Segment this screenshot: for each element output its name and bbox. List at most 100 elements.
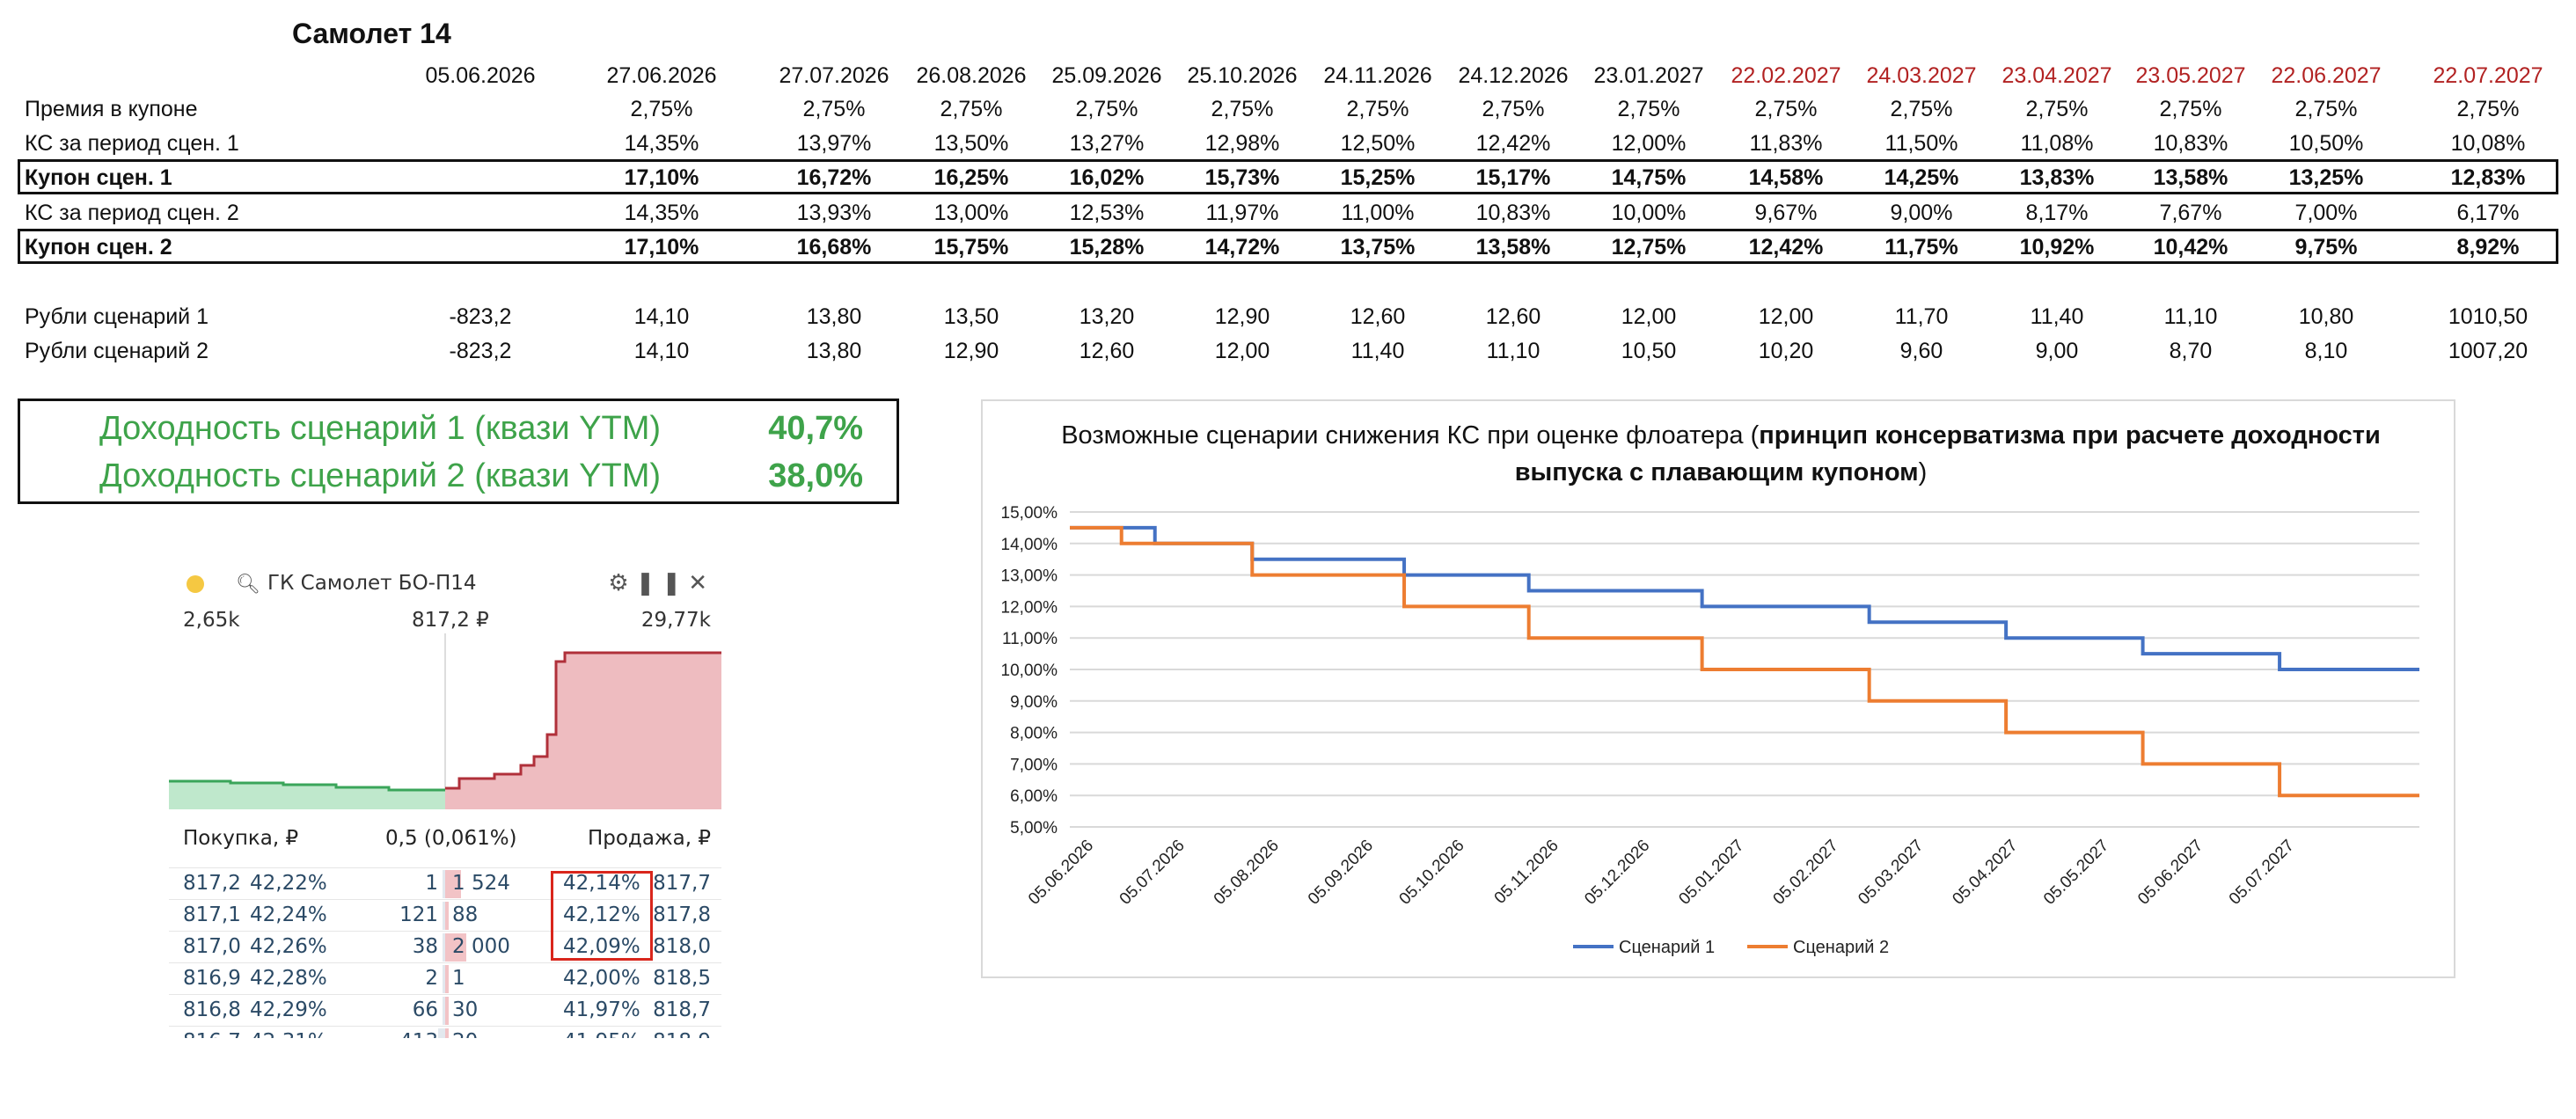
table-cell: 14,75%: [1611, 165, 1687, 190]
bid-header: Покупка, ₽: [183, 827, 299, 850]
table-cell: 15,75%: [933, 235, 1009, 260]
date-header: 25.09.2026: [1051, 63, 1162, 88]
table-cell: 12,42%: [1748, 235, 1824, 260]
coupon-s1-row: Купон сцен. 1 17,10% 16,72% 16,25% 16,02% 15,…: [0, 162, 2576, 194]
bid-qty-bar: [443, 965, 445, 993]
table-cell: 14,35%: [624, 131, 699, 156]
row-label: КС за период сцен. 1: [25, 131, 239, 156]
table-cell: 12,00: [1621, 304, 1677, 329]
table-cell: 8,92%: [2456, 235, 2520, 260]
bid-qty: 1: [425, 872, 438, 895]
table-cell: 2,75%: [1754, 97, 1818, 121]
close-icon[interactable]: ✕: [688, 570, 714, 596]
ask-qty-bar: [445, 1028, 449, 1038]
bid-price: 816,9: [183, 967, 241, 990]
table-cell: 13,00%: [933, 201, 1009, 225]
dates-row: 05.06.2026 27.06.2026 27.07.2026 26.08.2026…: [0, 60, 2576, 91]
table-cell: 16,02%: [1069, 165, 1145, 190]
highlight-box: [551, 871, 653, 961]
mid-price: 817,2 ₽: [412, 609, 489, 632]
security-name[interactable]: ГК Самолет БО-П14: [267, 572, 477, 595]
orderbook-row[interactable]: 816,7 42,31% 413 20 41,95% 818,9: [169, 1026, 721, 1038]
chart-title: Возможные сценарии снижения КС при оценк…: [1061, 421, 2381, 486]
date-header: 22.07.2027: [2433, 63, 2543, 88]
orderbook-header: 🔍︎ ГК Самолет БО-П14 ⚙︎❚❚✕: [169, 563, 721, 603]
table-cell: 13,50: [943, 304, 999, 329]
row-label: Рубли сценарий 1: [25, 304, 209, 329]
row-label: Рубли сценарий 2: [25, 339, 209, 363]
table-cell: 11,10: [1486, 339, 1540, 363]
orderbook-row[interactable]: 817,2 42,22% 1 1 524 42,14% 817,7: [169, 867, 721, 900]
row-label: Купон сцен. 1: [25, 165, 172, 190]
table-cell: 8,17%: [2025, 201, 2089, 225]
table-cell: 13,93%: [796, 201, 872, 225]
date-header: 27.07.2026: [779, 63, 889, 88]
table-cell: 8,10: [2304, 339, 2348, 363]
table-cell: 7,00%: [2294, 201, 2358, 225]
bid-price: 817,2: [183, 872, 241, 895]
rub-s2-row: Рубли сценарий 2 -823,2 14,10 13,80 12,90 12,…: [0, 335, 2576, 367]
date-header: 24.12.2026: [1458, 63, 1569, 88]
orderbook-widget[interactable]: 🔍︎ ГК Самолет БО-П14 ⚙︎❚❚✕ 2,65k 817,2 ₽…: [169, 563, 721, 1038]
bid-yield: 42,26%: [250, 935, 327, 958]
table-cell: 13,58%: [1475, 235, 1551, 260]
ask-yield: 42,09%: [563, 935, 640, 958]
orderbook-row[interactable]: 816,9 42,28% 2 1 42,00% 818,5: [169, 962, 721, 995]
bid-price: 816,8: [183, 998, 241, 1021]
table-cell: 11,00%: [1341, 201, 1415, 225]
table-cell: 2,75%: [1617, 97, 1680, 121]
table-cell: 11,75%: [1884, 235, 1958, 260]
table-cell: 12,98%: [1204, 131, 1280, 156]
table-cell: 13,27%: [1069, 131, 1145, 156]
table-cell: 15,25%: [1340, 165, 1416, 190]
table-cell: 9,60: [1899, 339, 1943, 363]
table-cell: 9,67%: [1754, 201, 1818, 225]
table-cell: 13,80: [806, 339, 862, 363]
ask-volume: 29,77k: [640, 609, 711, 632]
table-cell: 10,20: [1758, 339, 1814, 363]
table-cell: 12,00%: [1611, 131, 1687, 156]
rub-s1-row: Рубли сценарий 1 -823,2 14,10 13,80 13,50 13,…: [0, 301, 2576, 333]
ask-yield: 41,97%: [563, 998, 640, 1021]
table-cell: 10,50: [1621, 339, 1677, 363]
date-header: 25.10.2026: [1187, 63, 1298, 88]
page-title: Самолет 14: [292, 18, 451, 49]
orderbook-row[interactable]: 817,1 42,24% 121 88 42,12% 817,8: [169, 899, 721, 932]
table-cell: 13,75%: [1340, 235, 1416, 260]
search-icon[interactable]: 🔍︎: [236, 574, 260, 596]
yield-s1-value: 40,7%: [768, 410, 863, 447]
table-cell: 2,75%: [940, 97, 1003, 121]
table-cell: 12,60: [1485, 304, 1541, 329]
coupon-s2-frame: [18, 229, 2558, 264]
date-header: 24.11.2026: [1323, 63, 1432, 88]
table-cell: 14,72%: [1204, 235, 1280, 260]
table-cell: 2,75%: [2159, 97, 2222, 121]
ask-qty: 30: [452, 998, 479, 1021]
table-cell: 12,90: [1214, 304, 1270, 329]
table-cell: 12,50%: [1340, 131, 1416, 156]
table-cell: 2,75%: [2456, 97, 2520, 121]
bid-depth-line: [169, 779, 445, 792]
pause-icon[interactable]: ❚❚: [635, 570, 689, 596]
table-cell: 11,70: [1894, 304, 1949, 329]
gear-icon[interactable]: ⚙︎: [608, 570, 636, 596]
ask-depth-line: [445, 651, 721, 790]
table-cell: 2,75%: [1890, 97, 1953, 121]
bid-yield: 42,24%: [250, 903, 327, 926]
ask-yield: 41,95%: [563, 1030, 640, 1038]
bid-qty: 121: [399, 903, 438, 926]
table-cell: 15,17%: [1475, 165, 1551, 190]
ask-price: 818,5: [653, 967, 711, 990]
ask-qty-bar: [445, 997, 449, 1025]
ask-qty: 2 000: [452, 935, 510, 958]
ask-qty: 20: [452, 1030, 478, 1038]
table-cell: 15,28%: [1069, 235, 1145, 260]
date-header: 23.01.2027: [1593, 63, 1704, 88]
bid-qty: 2: [425, 967, 438, 990]
table-cell: 12,75%: [1611, 235, 1687, 260]
orderbook-row[interactable]: 817,0 42,26% 38 2 000 42,09% 818,0: [169, 931, 721, 963]
table-cell: 8,70: [2169, 339, 2213, 363]
orderbook-row[interactable]: 816,8 42,29% 66 30 41,97% 818,7: [169, 994, 721, 1027]
ask-price: 817,7: [653, 872, 711, 895]
yield-summary-box: Доходность сценарий 1 (квази YTM) 40,7% …: [18, 399, 899, 504]
